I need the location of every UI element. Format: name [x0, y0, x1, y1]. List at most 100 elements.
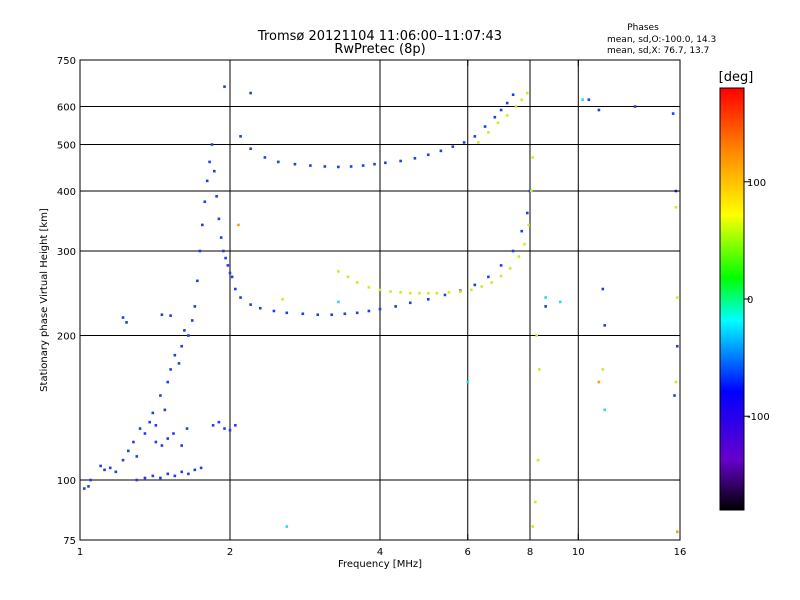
data-point — [159, 394, 162, 397]
data-point — [536, 458, 540, 462]
data-point — [222, 249, 225, 253]
data-point — [223, 85, 226, 88]
data-point — [525, 91, 529, 95]
data-point — [418, 291, 421, 295]
data-point — [477, 141, 480, 144]
data-point — [426, 291, 430, 295]
data-point — [228, 271, 232, 275]
data-point — [466, 380, 470, 384]
data-point — [199, 466, 203, 470]
data-point — [249, 303, 252, 306]
data-point — [601, 368, 605, 371]
data-point — [196, 279, 199, 283]
data-point — [633, 105, 637, 108]
data-point — [527, 223, 530, 227]
data-point — [166, 437, 170, 440]
data-point — [208, 160, 211, 164]
y-tick-label: 500 — [57, 141, 76, 152]
data-point — [587, 98, 591, 101]
data-point — [190, 319, 194, 322]
data-point — [228, 428, 232, 432]
y-tick-label: 750 — [57, 56, 76, 67]
data-point — [285, 525, 289, 528]
data-point — [355, 281, 359, 284]
data-point — [378, 288, 382, 292]
data-point — [159, 476, 162, 480]
x-tick-label: 4 — [377, 547, 383, 558]
data-point — [173, 353, 177, 357]
data-point — [160, 313, 164, 317]
data-point — [675, 344, 679, 348]
data-point — [281, 297, 284, 301]
data-point — [544, 296, 547, 299]
data-point — [330, 313, 334, 317]
data-point — [172, 432, 175, 435]
data-point — [520, 98, 524, 101]
data-point — [316, 313, 320, 317]
data-point — [511, 93, 515, 96]
data-point — [173, 474, 177, 478]
data-point — [258, 306, 262, 310]
data-point — [169, 314, 172, 317]
data-point — [226, 264, 230, 267]
data-point — [187, 472, 190, 476]
data-point — [263, 156, 267, 159]
grid-lines — [80, 60, 680, 540]
data-point — [187, 334, 190, 337]
data-point — [535, 334, 538, 337]
data-point — [135, 478, 139, 482]
y-tick-label: 300 — [57, 247, 76, 258]
data-point — [180, 470, 184, 474]
data-point — [389, 290, 392, 293]
data-point — [443, 293, 447, 297]
data-point — [180, 344, 184, 348]
data-point — [217, 420, 221, 424]
data-point — [151, 474, 155, 478]
data-point — [473, 135, 477, 138]
y-tick-label: 200 — [57, 332, 76, 343]
data-point — [531, 525, 534, 528]
data-point — [673, 394, 676, 397]
colorbar-ticks: 100 0 -100 — [744, 178, 770, 423]
data-point — [671, 112, 675, 115]
plot-area: 1 2 4 6 8 10 16 75 100 200 300 400 500 600 750 — [57, 56, 686, 558]
y-tick-label: 600 — [57, 103, 76, 114]
data-point — [349, 165, 353, 168]
data-point — [597, 380, 601, 384]
data-point — [511, 249, 515, 253]
data-point — [193, 468, 197, 472]
data-point — [337, 300, 340, 304]
colorbar-gradient — [719, 87, 745, 511]
data-point — [451, 145, 455, 148]
chart-title: Tromsø 20121104 11:06:00–11:07:43 — [257, 29, 502, 44]
x-tick-label: 10 — [572, 547, 585, 558]
data-point — [367, 309, 371, 313]
colorbar-tick-label: -100 — [747, 412, 770, 423]
data-point — [462, 141, 466, 144]
data-point — [180, 444, 184, 447]
data-point — [272, 309, 276, 313]
data-point — [361, 164, 365, 167]
x-tick-label: 1 — [77, 547, 83, 558]
data-point — [87, 485, 90, 488]
data-point — [185, 427, 189, 430]
data-point — [203, 200, 207, 204]
data-point — [520, 229, 524, 233]
data-point — [148, 420, 152, 424]
data-point — [219, 236, 223, 239]
data-point — [496, 121, 500, 125]
data-point — [447, 291, 451, 294]
data-point — [499, 264, 503, 267]
data-point — [408, 301, 412, 305]
data-point — [544, 305, 547, 308]
data-point — [234, 424, 237, 427]
data-point — [239, 135, 242, 138]
data-point — [193, 305, 197, 308]
data-point — [674, 205, 678, 209]
data-point — [211, 424, 215, 427]
data-point — [470, 288, 473, 292]
data-point — [499, 108, 503, 112]
data-point — [201, 223, 204, 227]
x-axis: 1 2 4 6 8 10 16 — [77, 60, 686, 558]
x-tick-label: 2 — [227, 547, 233, 558]
